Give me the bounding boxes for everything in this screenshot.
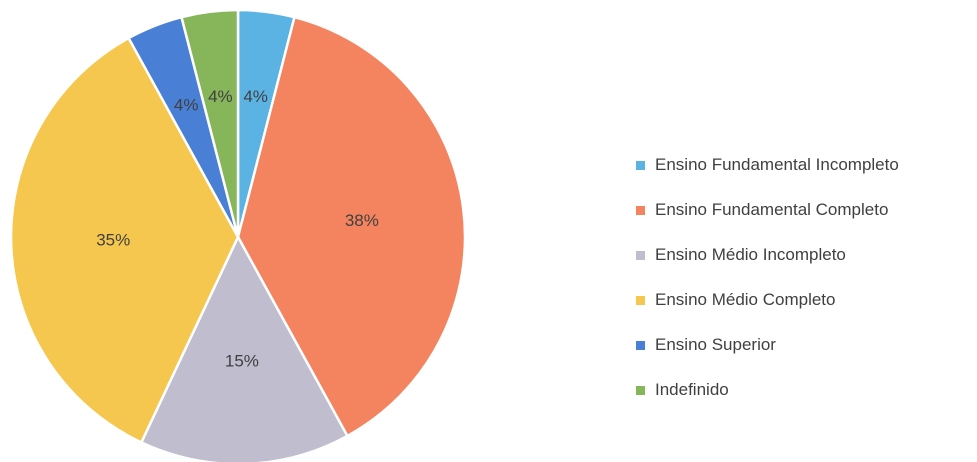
legend-label: Ensino Superior [655,335,776,354]
legend-swatch [636,160,645,170]
legend-swatch [636,295,645,305]
legend-swatch [636,205,645,215]
legend-label: Ensino Fundamental Incompleto [655,155,899,174]
legend-label: Indefinido [655,380,729,399]
data-label-ensino-medio-incompleto: 15% [225,351,259,370]
data-label-indefinido: 4% [208,87,233,106]
pie-slice-ensino-medio-incompleto [140,235,349,462]
pie-slice-indefinido [180,8,240,239]
legend-swatch [636,385,645,395]
legend-item-ensino-fundamental-incompleto: Ensino Fundamental Incompleto [636,150,971,180]
legend-item-ensino-fundamental-completo: Ensino Fundamental Completo [636,195,971,225]
pie-plot: 4% 38% 15% 35% 4% 4% [9,8,467,462]
legend-item-ensino-medio-incompleto: Ensino Médio Incompleto [636,240,971,270]
legend-item-indefinido: Indefinido [636,375,971,405]
pie-data-labels: 4% 38% 15% 35% 4% 4% [96,87,379,370]
legend-label: Ensino Médio Incompleto [655,245,846,264]
legend-item-ensino-superior: Ensino Superior [636,330,971,360]
data-label-ensino-superior: 4% [174,96,199,115]
legend-item-ensino-medio-completo: Ensino Médio Completo [636,285,971,315]
legend-swatch [636,250,645,260]
pie-slices [9,8,467,462]
legend-label: Ensino Fundamental Completo [655,200,889,219]
legend-label: Ensino Médio Completo [655,290,836,309]
data-label-ensino-fundamental-incompleto: 4% [243,87,268,106]
legend-swatch [636,340,645,350]
data-label-ensino-medio-completo: 35% [96,230,130,249]
legend: Ensino Fundamental Incompleto Ensino Fun… [636,150,971,420]
pie-slice-ensino-medio-completo [9,36,240,444]
pie-slice-ensino-fundamental-completo [236,15,467,438]
data-label-ensino-fundamental-completo: 38% [345,211,379,230]
